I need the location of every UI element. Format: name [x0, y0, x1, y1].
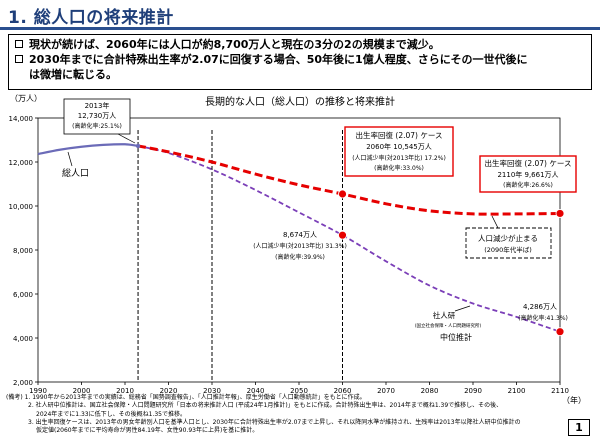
annotation-2013: 2013年 12,730万人 (高齢化率:25.1%) — [63, 98, 136, 144]
summary-text-1: 現状が続けば、2060年には人口が約8,700万人と現在の3分の2の規模まで減少… — [29, 38, 440, 51]
y-tick-label: 2,000 — [13, 379, 33, 387]
marker-2110 — [555, 209, 565, 218]
annotation-2110-high: 出生率回復 (2.07) ケース 2110年 9,661万人 (高齢化率:26.… — [479, 155, 577, 193]
y-tick-label: 14,000 — [9, 115, 34, 123]
series-line-medium — [137, 145, 561, 333]
summary-text-2: 2030年までに合計特殊出生率が2.07に回復する場合、50年後に1億人程度、さ… — [29, 53, 528, 66]
annotation-2060-mid: 8,674万人 (人口減少率(対2013年比) 31.3%) (高齢化率:39.… — [253, 231, 347, 261]
x-tick-label: 2070 — [377, 387, 395, 395]
annotation-decline-stops-period: (2090年代半ば) — [484, 245, 532, 254]
annotation-2110-high-aging: (高齢化率:26.6%) — [503, 181, 553, 189]
summary-item-2-cont: は微増に転じる。 — [15, 67, 585, 82]
annotation-decline-stops-box — [465, 227, 552, 259]
annotation-2013-pointer — [117, 133, 136, 144]
annotation-2060-mid-decline: (人口減少率(対2013年比) 31.3%) — [253, 242, 347, 250]
note-line: 3. 出生率回復ケースは、2013年の男女年齢別人口を基準人口とし、2030年に… — [28, 418, 521, 426]
annotation-2060-high-decline: (人口減少率(対2013年比) 17.2%) — [352, 154, 446, 162]
label-total-population: 総人口 — [62, 167, 89, 179]
annotation-shajin-name: 社人研 — [433, 310, 456, 320]
page-number: 1 — [568, 419, 590, 436]
annotation-2110-mid-value: 4,286万人 — [523, 303, 557, 311]
bullet-square-icon — [15, 40, 23, 48]
x-tick-label: 2010 — [116, 387, 134, 395]
summary-text-2-cont: は微増に転じる。 — [29, 68, 117, 81]
annotation-2013-box — [63, 98, 131, 135]
annotation-2060-high-case: 出生率回復 (2.07) ケース — [356, 130, 443, 140]
summary-item-1: 現状が続けば、2060年には人口が約8,700万人と現在の3分の2の規模まで減少… — [15, 37, 585, 52]
x-tick-label: 2050 — [290, 387, 308, 395]
note-line: (備考) 1. 1990年から2013年までの実績は、総務省「国勢調査報告」、「… — [6, 394, 366, 401]
series-markers — [135, 143, 565, 337]
x-tick-label: 2100 — [508, 387, 526, 395]
marker-2060 — [338, 230, 347, 240]
summary-box: 現状が続けば、2060年には人口が約8,700万人と現在の3分の2の規模まで減少… — [8, 34, 592, 90]
annotation-shajin-org: (国立社会保障・人口問題研究所) — [415, 322, 482, 329]
annotation-2013-value: 12,730万人 — [78, 112, 117, 120]
annotation-decline-stops: 人口減少が止まる (2090年代半ば) — [465, 215, 552, 259]
annotation-2110-high-value: 2110年 9,661万人 — [497, 170, 558, 179]
x-tick-label: 2040 — [247, 387, 265, 395]
chart-title: 長期的な人口（総人口）の推移と将来推計 — [205, 95, 395, 108]
annotation-2110-mid-aging: (高齢化率:41.3%) — [518, 314, 568, 322]
x-tick-label: 2080 — [421, 387, 439, 395]
marker-2110 — [555, 327, 565, 337]
annotation-shajin-pointer — [454, 305, 471, 312]
x-tick-label: 2020 — [160, 387, 178, 395]
y-tick-label: 4,000 — [13, 335, 33, 343]
annotation-2060-high-aging: (高齢化率:33.0%) — [374, 164, 424, 172]
x-tick-label: 2090 — [464, 387, 482, 395]
page-title: 1. 総人口の将来推計 — [8, 8, 174, 28]
bullet-square-icon — [15, 55, 23, 63]
annotation-2060-high: 出生率回復 (2.07) ケース 2060年 10,545万人 (人口減少率(対… — [344, 126, 454, 177]
annotation-shajin-medium: 中位推計 — [440, 332, 472, 342]
y-tick-label: 6,000 — [13, 291, 33, 299]
y-axis-unit: （万人） — [10, 94, 42, 103]
y-tick-label: 8,000 — [13, 247, 33, 255]
marker-2013 — [135, 143, 141, 149]
summary-item-2: 2030年までに合計特殊出生率が2.07に回復する場合、50年後に1億人程度、さ… — [15, 52, 585, 67]
x-tick-label: 2030 — [203, 387, 221, 395]
notes: (備考) 1. 1990年から2013年までの実績は、総務省「国勢調査報告」、「… — [6, 394, 566, 435]
annotation-2110-high-box — [479, 155, 577, 193]
x-axis-unit: （年） — [562, 395, 586, 405]
annotation-decline-stops-pointer — [491, 215, 499, 229]
title-rule — [0, 27, 600, 30]
annotation-2110-mid: 4,286万人 (高齢化率:41.3%) — [518, 303, 568, 322]
annotation-2060-high-box — [344, 126, 454, 177]
label-total-pointer — [67, 151, 73, 167]
annotation-2060-high-value: 2060年 10,545万人 — [366, 142, 432, 151]
x-tick-label: 2110 — [551, 387, 569, 395]
x-tick-label: 1990 — [29, 387, 47, 395]
annotation-2110-high-case: 出生率回復 (2.07) ケース — [485, 158, 572, 168]
annotation-2013-year: 2013年 — [85, 101, 110, 110]
x-tick-label: 2000 — [73, 387, 91, 395]
title-bar: 1. 総人口の将来推計 — [0, 0, 600, 30]
axes: 2,000 4,000 6,000 8,000 10,000 12,000 14,000 19… — [9, 115, 569, 395]
annotation-decline-stops-text: 人口減少が止まる — [478, 233, 538, 243]
annotation-2060-mid-value: 8,674万人 — [283, 231, 317, 239]
y-tick-label: 10,000 — [9, 203, 34, 211]
marker-2060 — [338, 189, 347, 199]
series-line-total — [37, 143, 139, 156]
y-tick-label: 12,000 — [9, 159, 34, 167]
annotation-total: 総人口 — [62, 151, 89, 179]
note-line: 2024年までに1.33に低下し、その後概ね1.35で推移。 — [36, 410, 186, 418]
x-tick-label: 2060 — [334, 387, 352, 395]
reference-lines — [137, 130, 343, 382]
annotation-shajin: 社人研 (国立社会保障・人口問題研究所) 中位推計 — [415, 305, 482, 342]
note-line: 2. 社人研中位推計は、国立社会保障・人口問題研究所「日本の将来推計人口 (平成… — [28, 402, 503, 410]
annotation-2060-mid-aging: (高齢化率:39.9%) — [275, 253, 325, 261]
annotation-2013-aging: (高齢化率:25.1%) — [72, 122, 122, 130]
note-line: 仮定値(2060年までに平均寿命が男性84.19年、女性90.93年に上昇)を基… — [36, 427, 259, 435]
